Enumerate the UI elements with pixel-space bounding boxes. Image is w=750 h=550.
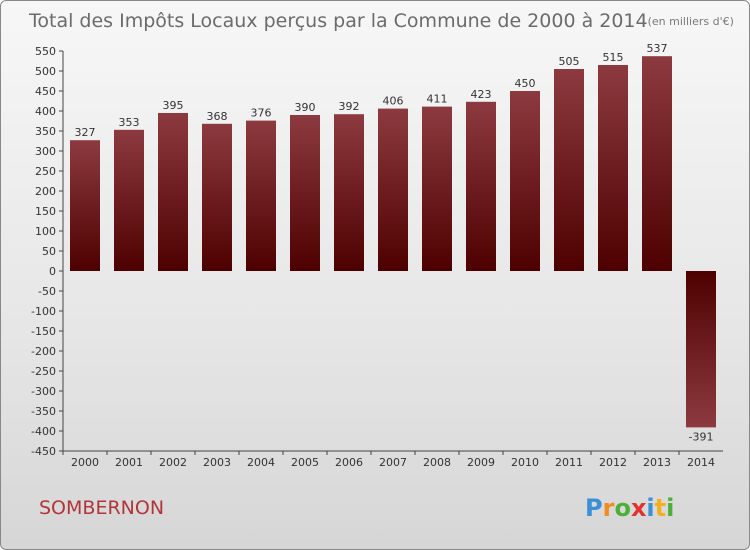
y-tick-label: 250 (35, 165, 56, 178)
logo-letter: x (631, 494, 647, 522)
bar-2000 (70, 140, 100, 271)
bar-2001 (114, 129, 144, 271)
y-tick-label: 450 (35, 85, 56, 98)
bar-2013 (642, 56, 672, 272)
x-tick-label-2001: 2001 (115, 456, 143, 469)
commune-name: SOMBERNON (39, 497, 164, 519)
proxiti-logo: Proxiti (585, 494, 674, 522)
value-label-2012: 515 (603, 51, 624, 64)
x-tick-label-2006: 2006 (335, 456, 363, 469)
y-tick-label: -100 (31, 305, 56, 318)
bar-2004 (246, 120, 276, 271)
y-tick-label: -350 (31, 405, 56, 418)
logo-letter: i (646, 494, 654, 522)
value-label-2011: 505 (559, 55, 580, 68)
x-tick-label-2009: 2009 (467, 456, 495, 469)
value-label-2007: 406 (383, 95, 404, 108)
x-tick-label-2013: 2013 (643, 456, 671, 469)
x-tick-label-2005: 2005 (291, 456, 319, 469)
y-tick-label: 550 (35, 45, 56, 58)
y-tick-label: 400 (35, 105, 56, 118)
y-tick-label: -50 (38, 285, 56, 298)
bar-2006 (334, 114, 364, 271)
value-label-2003: 368 (207, 110, 228, 123)
chart-subtitle: (en milliers d'€) (648, 15, 734, 28)
x-tick-label-2012: 2012 (599, 456, 627, 469)
chart-title: Total des Impôts Locaux perçus par la Co… (28, 10, 734, 32)
bar-2008 (422, 106, 452, 271)
bar-2010 (510, 91, 540, 271)
y-tick-label: 350 (35, 125, 56, 138)
x-tick-label-2007: 2007 (379, 456, 407, 469)
y-tick-label: 300 (35, 145, 56, 158)
bar-2005 (290, 115, 320, 271)
value-label-2001: 353 (119, 116, 140, 129)
x-tick-label-2003: 2003 (203, 456, 231, 469)
value-label-2000: 327 (75, 126, 96, 139)
y-tick-label: 50 (42, 245, 56, 258)
y-axis-ticks: 550500450400350300250200150100500-50-100… (31, 45, 63, 458)
value-label-2002: 395 (163, 99, 184, 112)
x-tick-label-2011: 2011 (555, 456, 583, 469)
y-tick-label: -450 (31, 445, 56, 458)
value-label-2013: 537 (647, 42, 668, 55)
value-label-2004: 376 (251, 107, 272, 120)
y-tick-label: -150 (31, 325, 56, 338)
y-tick-label: -400 (31, 425, 56, 438)
bar-2002 (158, 113, 188, 271)
value-label-2010: 450 (515, 77, 536, 90)
y-tick-label: -300 (31, 385, 56, 398)
logo-letter: o (614, 494, 631, 522)
logo-letter: i (666, 494, 674, 522)
bar-2014 (686, 271, 716, 428)
value-label-2014: -391 (689, 430, 714, 443)
x-tick-label-2002: 2002 (159, 456, 187, 469)
x-tick-label-2010: 2010 (511, 456, 539, 469)
y-tick-label: 500 (35, 65, 56, 78)
x-axis-ticks: 2000 2001 2002 2003 2004 2005 2006 2007 2008 2009… (62, 451, 715, 469)
y-tick-label: 100 (35, 225, 56, 238)
value-label-2008: 411 (427, 93, 448, 106)
x-tick-label-2000: 2000 (71, 456, 99, 469)
y-tick-label: 150 (35, 205, 56, 218)
value-labels-group: 327 353 395 368 376 390 392 406 411 423 450 505 515 5… (75, 42, 714, 443)
logo-letter: r (603, 494, 615, 522)
bar-2007 (378, 108, 408, 271)
value-label-2009: 423 (471, 88, 492, 101)
y-tick-label: -250 (31, 365, 56, 378)
bar-2011 (554, 69, 584, 271)
logo-letter: P (585, 494, 603, 522)
bar-2012 (598, 65, 628, 271)
value-label-2006: 392 (339, 100, 360, 113)
y-tick-label: 200 (35, 185, 56, 198)
bars-group (70, 56, 716, 428)
y-tick-label: -200 (31, 345, 56, 358)
bar-2009 (466, 101, 496, 271)
logo-letter: t (655, 494, 666, 522)
x-tick-label-2004: 2004 (247, 456, 275, 469)
bar-2003 (202, 123, 232, 271)
value-label-2005: 390 (295, 101, 316, 114)
x-tick-label-2014: 2014 (687, 456, 715, 469)
x-tick-label-2008: 2008 (423, 456, 451, 469)
y-tick-label: 0 (49, 265, 56, 278)
